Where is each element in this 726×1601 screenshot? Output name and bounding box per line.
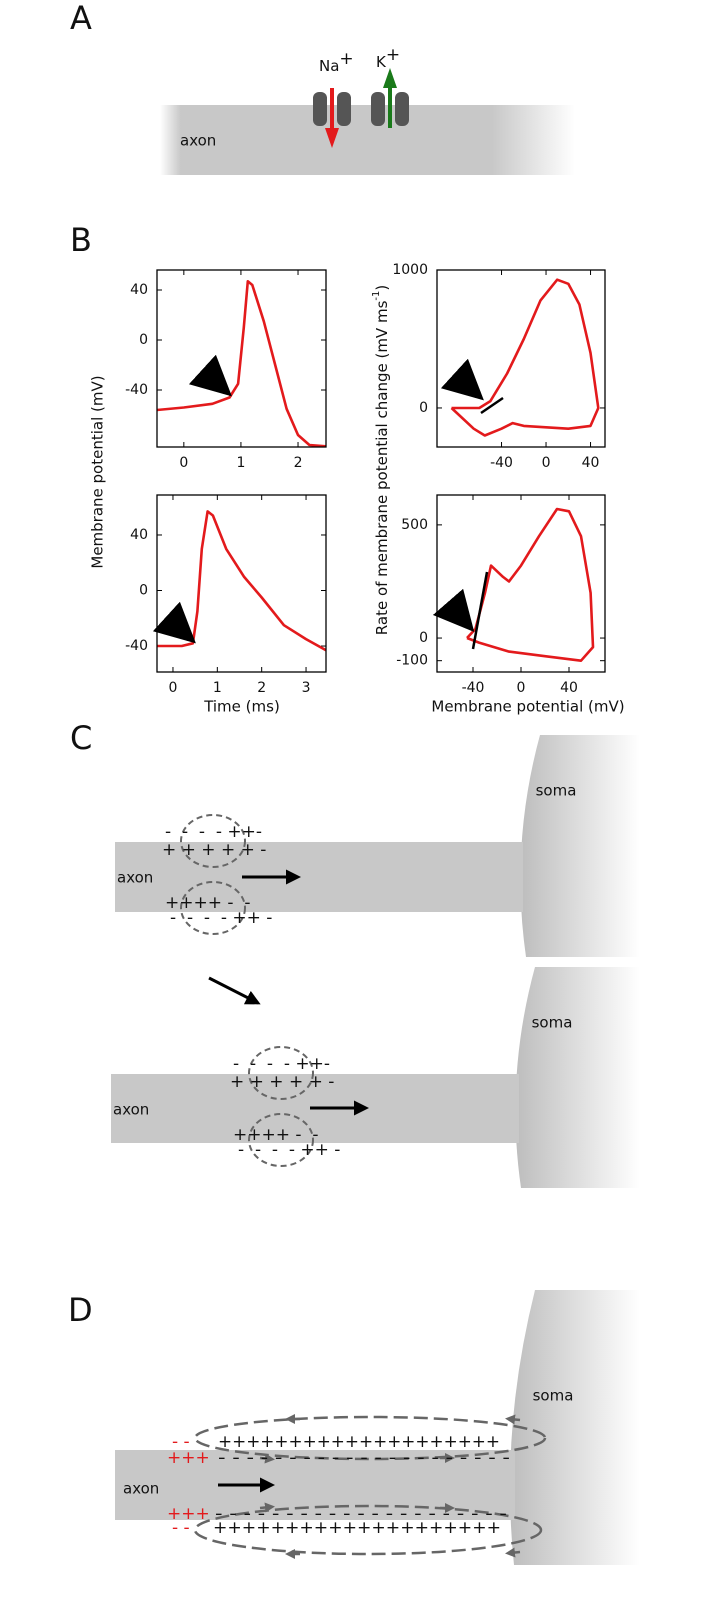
plot-area — [157, 280, 326, 447]
charges: - - - - - - - - - - - - - - - - - - - - … — [215, 1504, 507, 1524]
x-tick-label: -40 — [462, 680, 485, 696]
axon-bar — [115, 842, 523, 912]
charges: ++++ - - — [233, 1125, 318, 1145]
k-label: K+ — [376, 45, 400, 71]
na-channel — [313, 92, 351, 126]
charges: - - - - - - - - - - - - - - - - - - - - … — [218, 1448, 510, 1468]
charges: - - - - ++ - — [170, 908, 272, 928]
x-tick-label: -40 — [490, 455, 513, 471]
charges: - - - - ++ - — [238, 1140, 340, 1160]
y-tick-label: 0 — [419, 400, 428, 416]
x-tick-label: 40 — [582, 455, 600, 471]
y-tick-label: 40 — [130, 527, 148, 543]
panel-label: A — [70, 0, 92, 37]
x-tick-label: 1 — [236, 455, 245, 471]
charges: - - - - ++- — [233, 1054, 330, 1074]
y-axis-label: Rate of membrane potential change (mV ms… — [371, 285, 391, 635]
soma — [510, 1290, 640, 1565]
y-tick-label: 0 — [419, 630, 428, 646]
soma-label: soma — [536, 782, 577, 800]
y-tick-label: -40 — [125, 382, 148, 398]
c-top: soma axon - - - - ++- + + + + + - ++++ -… — [115, 735, 640, 957]
x-tick-label: 1 — [213, 680, 222, 696]
y-tick-label: 0 — [139, 583, 148, 599]
charges: - - - - ++- — [165, 822, 262, 842]
current-loop — [180, 881, 246, 935]
x-tick-label: 0 — [169, 680, 178, 696]
y-axis-label: Membrane potential (mV) — [89, 375, 107, 568]
plot-frame — [156, 494, 327, 673]
na-arrow — [325, 88, 339, 148]
annotation-arrows — [152, 354, 504, 650]
y-tick-label: 1000 — [392, 262, 428, 278]
soma — [520, 735, 640, 957]
current-loop — [193, 1504, 543, 1556]
axon-label: axon — [123, 1480, 159, 1498]
x-axis-label: Membrane potential (mV) — [431, 698, 624, 716]
transition-arrow — [208, 976, 261, 1005]
charges: +++ — [167, 1504, 210, 1524]
charges: + + + + + - — [162, 840, 266, 860]
current-loop — [248, 1113, 314, 1167]
c-bottom: soma axon - - - - ++- + + + + + - ++++ -… — [111, 967, 640, 1188]
y-tick-label: -40 — [125, 638, 148, 654]
current-loop — [193, 1415, 547, 1461]
curve — [157, 280, 326, 447]
axon-label: axon — [180, 132, 216, 150]
charges: ++++++++++++++++++++ — [213, 1518, 501, 1538]
axon-label: axon — [117, 869, 153, 887]
y-tick-label: 0 — [139, 332, 148, 348]
loop-arrows — [259, 1414, 521, 1559]
x-axis-label: Time (ms) — [203, 698, 280, 716]
panel-label: C — [70, 719, 92, 757]
charges: ++++ - - — [165, 893, 250, 913]
soma-label: soma — [533, 1387, 574, 1405]
plot-frame — [436, 269, 606, 448]
charges: ++++++++++++++++++++ — [218, 1432, 500, 1452]
y-tick-label: -100 — [396, 653, 428, 669]
curve — [466, 507, 595, 662]
y-tick-label: 500 — [401, 517, 428, 533]
plot-area — [450, 278, 600, 437]
soma-label: soma — [532, 1014, 573, 1032]
current-loop — [180, 814, 246, 868]
panel-label: D — [68, 1291, 93, 1329]
charges: - - — [172, 1432, 190, 1452]
charges: + + + + + - — [230, 1072, 334, 1092]
current-loop — [248, 1046, 314, 1100]
plots: 0 1 2 -40 0 40 0 1 2 3 -40 0 40 -40 0 40 0 1000 -40 0 40 -100… — [125, 262, 606, 696]
k-channel — [371, 92, 409, 126]
x-tick-label: 0 — [542, 455, 551, 471]
plot-frame — [156, 269, 327, 448]
x-tick-label: 3 — [302, 680, 311, 696]
curve — [450, 278, 600, 437]
axon-label: axon — [113, 1101, 149, 1119]
charges: +++ — [167, 1448, 210, 1468]
x-tick-label: 40 — [560, 680, 578, 696]
x-tick-label: 2 — [294, 455, 303, 471]
axon-bar — [160, 105, 575, 175]
y-tick-label: 40 — [130, 282, 148, 298]
charges: - - — [172, 1518, 190, 1538]
na-label: Na+ — [319, 49, 354, 75]
panel-label: B — [70, 221, 92, 259]
x-tick-label: 0 — [517, 680, 526, 696]
soma — [515, 967, 640, 1188]
k-arrow — [383, 68, 397, 128]
x-tick-label: 2 — [257, 680, 266, 696]
plot-area — [466, 507, 595, 662]
x-tick-label: 0 — [179, 455, 188, 471]
plot-frame — [436, 494, 606, 673]
